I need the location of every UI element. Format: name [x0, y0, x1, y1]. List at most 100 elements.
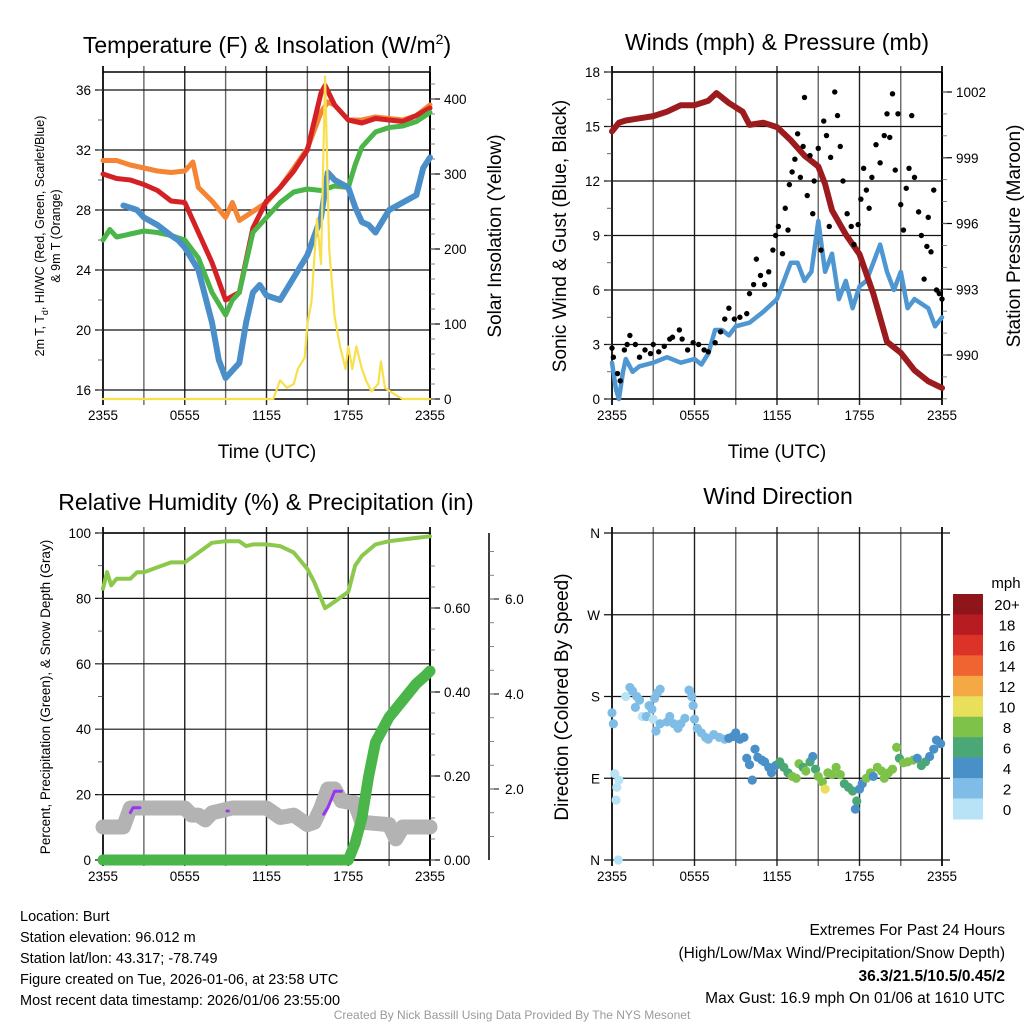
gust-point — [827, 154, 834, 161]
gust-point — [794, 131, 801, 137]
direction-point — [688, 700, 698, 711]
x-tick-label: 2355 — [927, 408, 957, 423]
temperature-xlabel: Time (UTC) — [218, 442, 317, 463]
direction-point — [689, 714, 700, 724]
snow-axis-label: 6.0 — [505, 592, 524, 607]
y-tick-label: E — [591, 771, 600, 786]
temperature-ylabel: 2m T, Td, HI/WC (Red, Green, Scarlet/Blu… — [33, 116, 50, 357]
y-tick-label: 100 — [68, 526, 91, 541]
gust-point — [775, 223, 782, 230]
y-tick-label: 3 — [592, 338, 600, 353]
y-tick-label: N — [590, 853, 600, 868]
gust-point — [750, 281, 757, 288]
series-snowfall — [128, 806, 142, 815]
gust-point — [779, 250, 786, 257]
gust-point — [939, 296, 945, 302]
direction-point — [651, 726, 661, 736]
direction-point — [747, 775, 757, 785]
legend-title: mph — [991, 575, 1020, 592]
direction-point — [612, 782, 622, 792]
gust-point — [766, 269, 772, 275]
gust-point — [925, 214, 931, 221]
direction-point — [820, 784, 830, 794]
direction-point — [630, 702, 640, 713]
x-tick-label: 0555 — [170, 869, 200, 884]
right-tick-label: 0.40 — [444, 685, 470, 700]
direction-point — [912, 753, 922, 763]
gust-point — [627, 332, 633, 339]
legend-label: 18 — [999, 618, 1016, 635]
y-tick-label: 0 — [83, 853, 91, 868]
direction-point — [936, 739, 946, 749]
gust-point — [712, 339, 718, 346]
winds-panel: 0 3 6 9 12 15 18 990 993 996 999 1002 2355 0555 1155 17… — [585, 65, 986, 423]
series-relative-humidity — [101, 534, 432, 611]
x-tick-label: 1155 — [762, 869, 791, 884]
legend-label: 2 — [1003, 781, 1011, 798]
y-tick-label: 40 — [76, 722, 91, 737]
x-tick-label: 0555 — [170, 408, 200, 423]
direction-point — [876, 766, 887, 776]
direction-point — [739, 732, 749, 742]
gust-point — [915, 209, 922, 215]
extremes-values: 36.3/21.5/10.5/0.45/2 — [858, 968, 1005, 985]
gust-point — [757, 272, 764, 279]
direction-point — [744, 760, 755, 770]
gust-point — [792, 156, 798, 162]
gust-point — [632, 341, 639, 348]
y-tick-label: 18 — [585, 65, 600, 80]
direction-point — [817, 777, 827, 787]
gust-point — [661, 343, 667, 350]
direction-point — [810, 764, 821, 774]
legend-swatch — [953, 757, 983, 779]
gust-point — [782, 205, 788, 211]
gust-point — [936, 290, 942, 297]
wind-ylabel: Sonic Wind & Gust (Blue, Black) — [550, 100, 571, 372]
y-tick-label: 36 — [76, 83, 91, 98]
temperature-title: Temperature (F) & Insolation (W/m2) — [83, 31, 451, 58]
y-tick-label: 28 — [76, 203, 91, 218]
gust-point — [900, 227, 907, 233]
y-tick-label: N — [590, 526, 600, 541]
right-tick-label: 0.60 — [444, 601, 470, 616]
gust-point — [705, 349, 711, 355]
x-tick-label: 2355 — [415, 869, 445, 884]
y-tick-label: 24 — [76, 263, 92, 278]
y-tick-label: W — [587, 608, 600, 623]
gust-point — [898, 201, 904, 208]
series-solar-insolation — [101, 75, 432, 401]
right-tick-label: 993 — [956, 282, 979, 297]
gust-point — [931, 187, 937, 193]
direction-point — [835, 770, 845, 780]
gust-point — [858, 196, 864, 202]
legend-label: 20+ — [994, 597, 1020, 614]
series-station-pressure — [609, 90, 945, 391]
recent-timestamp: Most recent data timestamp: 2026/01/06 2… — [20, 993, 340, 1009]
right-tick-label: 100 — [444, 317, 467, 332]
gust-point — [785, 227, 791, 233]
gust-point — [810, 211, 816, 217]
elevation: Station elevation: 96.012 m — [20, 930, 196, 946]
gust-point — [650, 341, 656, 348]
y-tick-label: 15 — [585, 120, 600, 135]
gust-point — [647, 350, 654, 357]
gust-point — [621, 347, 628, 353]
gust-point — [676, 327, 683, 333]
x-tick-label: 2355 — [88, 408, 118, 423]
gust-point — [609, 345, 615, 351]
right-tick-label: 0.00 — [444, 853, 470, 868]
y-tick-label: 20 — [76, 323, 91, 338]
x-tick-label: 1755 — [333, 408, 363, 423]
series-td — [100, 110, 433, 318]
series-snow-depth — [95, 781, 438, 847]
x-tick-label: 2355 — [415, 408, 445, 423]
gust-point — [903, 185, 909, 191]
legend-swatch — [953, 614, 983, 636]
grid — [604, 66, 952, 405]
legend-swatch — [953, 634, 983, 656]
gust-point — [848, 223, 854, 230]
x-tick-label: 1755 — [844, 408, 874, 423]
gust-point — [807, 152, 813, 159]
direction-point — [848, 786, 858, 796]
direction-point — [655, 684, 665, 694]
